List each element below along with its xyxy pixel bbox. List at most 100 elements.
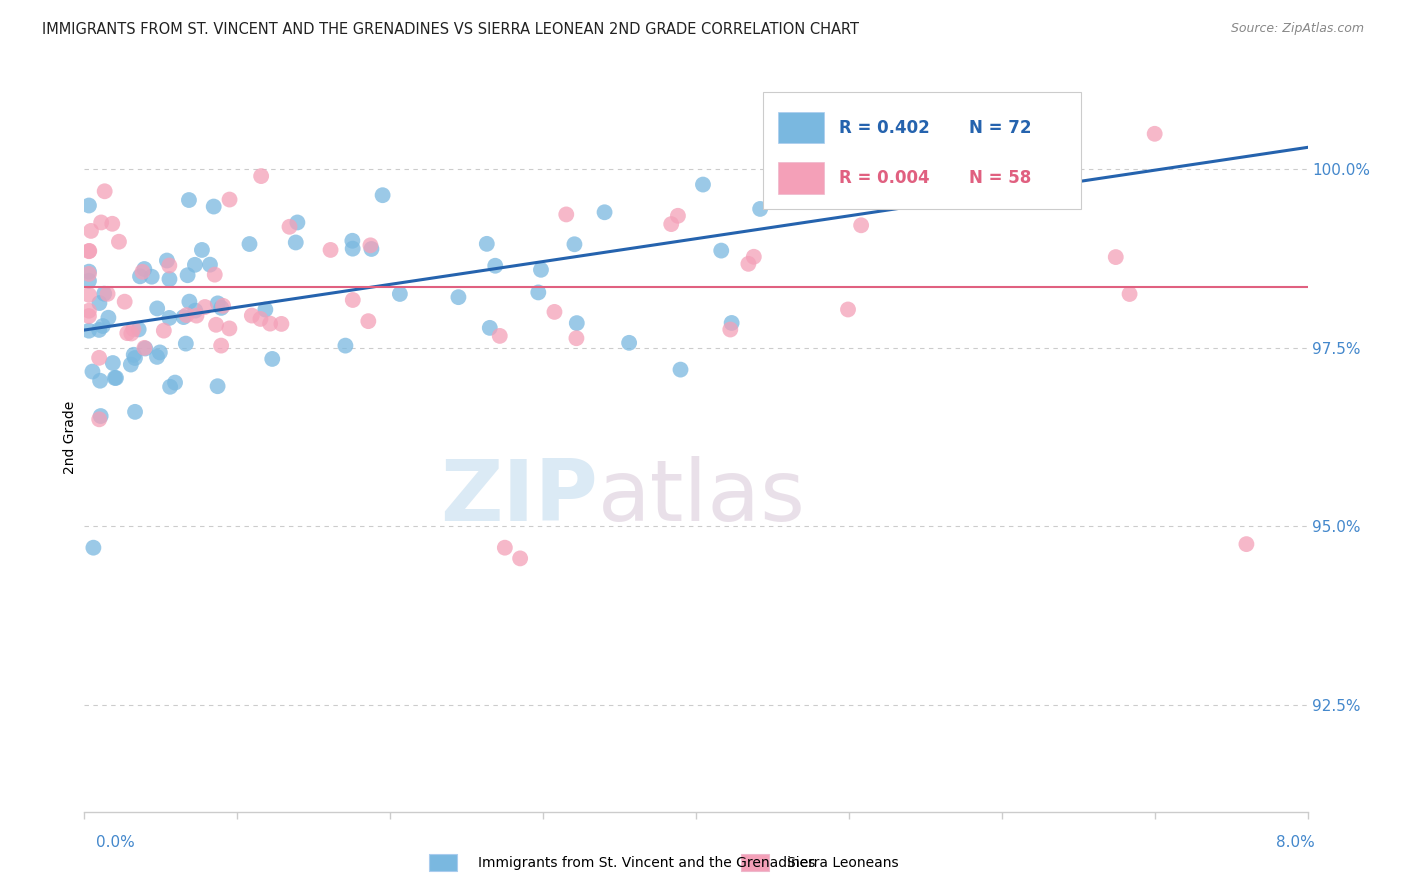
Point xyxy=(101,217,124,231)
Point xyxy=(146,350,169,364)
Point xyxy=(184,303,207,318)
Point xyxy=(146,301,169,316)
Point xyxy=(191,243,214,257)
Point xyxy=(259,317,281,331)
Point xyxy=(77,303,100,318)
Point xyxy=(163,376,186,390)
Point xyxy=(77,267,100,281)
Point xyxy=(122,322,145,336)
Point xyxy=(357,314,380,328)
Point xyxy=(218,193,240,207)
Point xyxy=(212,299,235,313)
Point xyxy=(101,356,124,370)
Point xyxy=(849,219,872,233)
Point xyxy=(91,319,114,334)
Text: 0.0%: 0.0% xyxy=(96,836,135,850)
Point xyxy=(122,348,145,362)
Point xyxy=(153,324,176,338)
Point xyxy=(530,262,553,277)
Point xyxy=(565,316,588,330)
Text: Source: ZipAtlas.com: Source: ZipAtlas.com xyxy=(1230,22,1364,36)
Point xyxy=(131,265,153,279)
Point xyxy=(89,412,111,426)
Text: Immigrants from St. Vincent and the Grenadines: Immigrants from St. Vincent and the Gren… xyxy=(478,856,815,871)
Point xyxy=(114,294,136,309)
Point xyxy=(89,296,111,310)
Bar xyxy=(429,854,457,871)
Point xyxy=(77,309,100,323)
Point xyxy=(198,258,221,272)
Point xyxy=(360,242,382,256)
Point xyxy=(342,293,364,307)
Text: R = 0.402: R = 0.402 xyxy=(839,119,929,136)
Point xyxy=(186,309,208,323)
Text: IMMIGRANTS FROM ST. VINCENT AND THE GRENADINES VS SIERRA LEONEAN 2ND GRADE CORRE: IMMIGRANTS FROM ST. VINCENT AND THE GREN… xyxy=(42,22,859,37)
Point xyxy=(79,244,101,258)
Point xyxy=(108,235,131,249)
Point xyxy=(254,302,277,317)
Point xyxy=(97,310,120,325)
Text: R = 0.004: R = 0.004 xyxy=(839,169,929,186)
FancyBboxPatch shape xyxy=(778,162,824,194)
Point xyxy=(742,250,765,264)
Point xyxy=(262,351,284,366)
Point xyxy=(1236,537,1258,551)
Point xyxy=(319,243,342,257)
Point xyxy=(837,302,859,317)
Point xyxy=(249,312,271,326)
Point xyxy=(82,541,104,555)
Point xyxy=(176,268,198,283)
Text: atlas: atlas xyxy=(598,456,806,539)
Point xyxy=(565,331,588,345)
Point xyxy=(205,318,228,332)
Point xyxy=(120,358,142,372)
Point xyxy=(278,219,301,234)
Point xyxy=(117,326,139,340)
Point xyxy=(718,322,741,336)
Point xyxy=(184,258,207,272)
Point xyxy=(134,341,156,355)
Point xyxy=(527,285,550,300)
Point xyxy=(77,244,100,259)
Point xyxy=(176,308,198,322)
Point xyxy=(104,371,127,385)
Point xyxy=(240,309,263,323)
Point xyxy=(720,316,742,330)
Point xyxy=(120,326,142,341)
Point xyxy=(509,551,531,566)
Text: ZIP: ZIP xyxy=(440,456,598,539)
Text: 8.0%: 8.0% xyxy=(1275,836,1315,850)
Point xyxy=(128,322,150,336)
Y-axis label: 2nd Grade: 2nd Grade xyxy=(63,401,77,474)
Point xyxy=(659,217,682,231)
Point xyxy=(359,238,381,252)
Point xyxy=(124,351,146,365)
Point xyxy=(209,338,232,352)
Point xyxy=(89,351,111,365)
Point xyxy=(207,296,229,310)
Point xyxy=(284,235,307,250)
Point xyxy=(93,286,115,301)
Point xyxy=(179,294,201,309)
Point xyxy=(209,301,232,315)
Point xyxy=(82,365,104,379)
Point xyxy=(87,323,110,337)
Point xyxy=(134,342,156,356)
Point xyxy=(749,202,772,216)
Point xyxy=(159,380,181,394)
Point xyxy=(388,287,411,301)
FancyBboxPatch shape xyxy=(778,112,824,144)
Point xyxy=(543,305,565,319)
Point xyxy=(80,224,103,238)
Point xyxy=(177,193,200,207)
Point xyxy=(77,198,100,212)
Point xyxy=(156,253,179,268)
Point xyxy=(207,379,229,393)
Point xyxy=(194,300,217,314)
Point xyxy=(90,409,112,423)
Point xyxy=(157,259,180,273)
FancyBboxPatch shape xyxy=(763,93,1081,209)
Point xyxy=(494,541,516,555)
Point xyxy=(134,262,156,277)
Point xyxy=(1118,287,1140,301)
